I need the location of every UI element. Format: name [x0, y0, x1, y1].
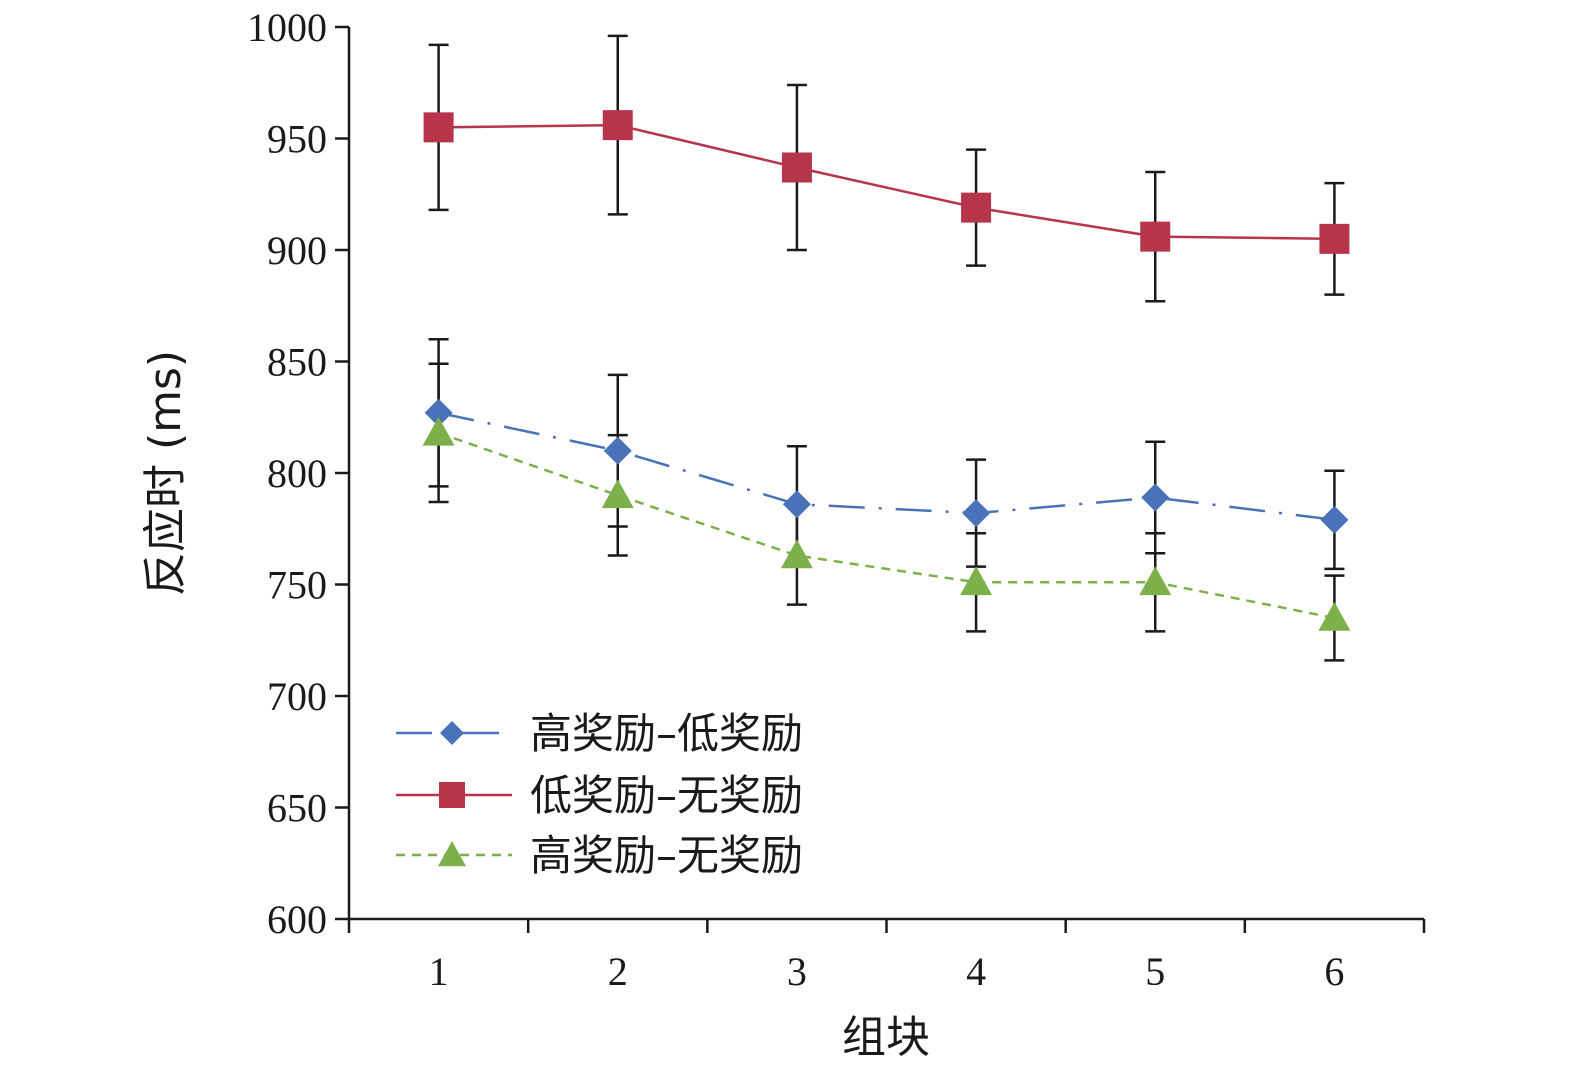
y-tick-label: 700: [267, 674, 327, 719]
x-tick-label: 3: [787, 949, 807, 994]
legend-marker-square: [439, 782, 465, 808]
data-point-triangle: [780, 539, 813, 569]
x-tick-label: 4: [966, 949, 986, 994]
legend-label: 高奖励–无奖励: [530, 831, 803, 880]
series-line-2: [438, 123, 1335, 241]
data-point-diamond: [603, 436, 632, 465]
x-axis-title: 组块: [842, 1012, 930, 1063]
series-lines: [438, 123, 1335, 620]
error-bars: [428, 34, 1345, 662]
series-markers: [422, 110, 1351, 631]
y-tick-label: 950: [267, 117, 327, 162]
data-point-triangle: [422, 416, 455, 446]
data-point-diamond: [962, 499, 991, 528]
y-axis-title: 反应时 (ms): [140, 350, 191, 596]
y-tick-label: 650: [267, 786, 327, 831]
data-point-diamond: [1141, 483, 1170, 512]
data-point-diamond: [1320, 505, 1349, 534]
axes: 600 650 700 750 800 850 900 950 1000 1 2 3 4 5 6: [247, 5, 1426, 994]
y-tick-label: 850: [267, 340, 327, 385]
data-point-square: [1140, 221, 1171, 252]
x-tick-label: 6: [1324, 949, 1344, 994]
legend-marker-triangle: [438, 841, 466, 867]
legend-label: 高奖励–低奖励: [530, 709, 803, 758]
data-point-triangle: [601, 479, 634, 509]
data-point-square: [961, 192, 992, 223]
data-point-square: [602, 110, 633, 141]
data-point-triangle: [1139, 566, 1172, 596]
data-point-triangle: [1318, 601, 1351, 631]
y-tick-label: 1000: [247, 5, 327, 50]
x-tick-label: 2: [608, 949, 628, 994]
legend-marker-diamond: [440, 721, 464, 745]
x-tick-label: 1: [429, 949, 449, 994]
legend-label: 低奖励–无奖励: [530, 771, 803, 820]
data-point-diamond: [782, 490, 811, 519]
x-tick-label: 5: [1145, 949, 1165, 994]
series-line-3: [438, 431, 1335, 620]
data-point-square: [423, 112, 454, 143]
y-tick-label: 900: [267, 228, 327, 273]
y-tick-label: 750: [267, 563, 327, 608]
data-point-square: [1319, 223, 1350, 254]
data-point-square: [781, 152, 812, 183]
data-point-diamond: [424, 398, 453, 427]
y-tick-label: 600: [267, 897, 327, 942]
series-line-1: [438, 411, 1335, 522]
data-point-triangle: [960, 566, 993, 596]
y-tick-label: 800: [267, 451, 327, 496]
